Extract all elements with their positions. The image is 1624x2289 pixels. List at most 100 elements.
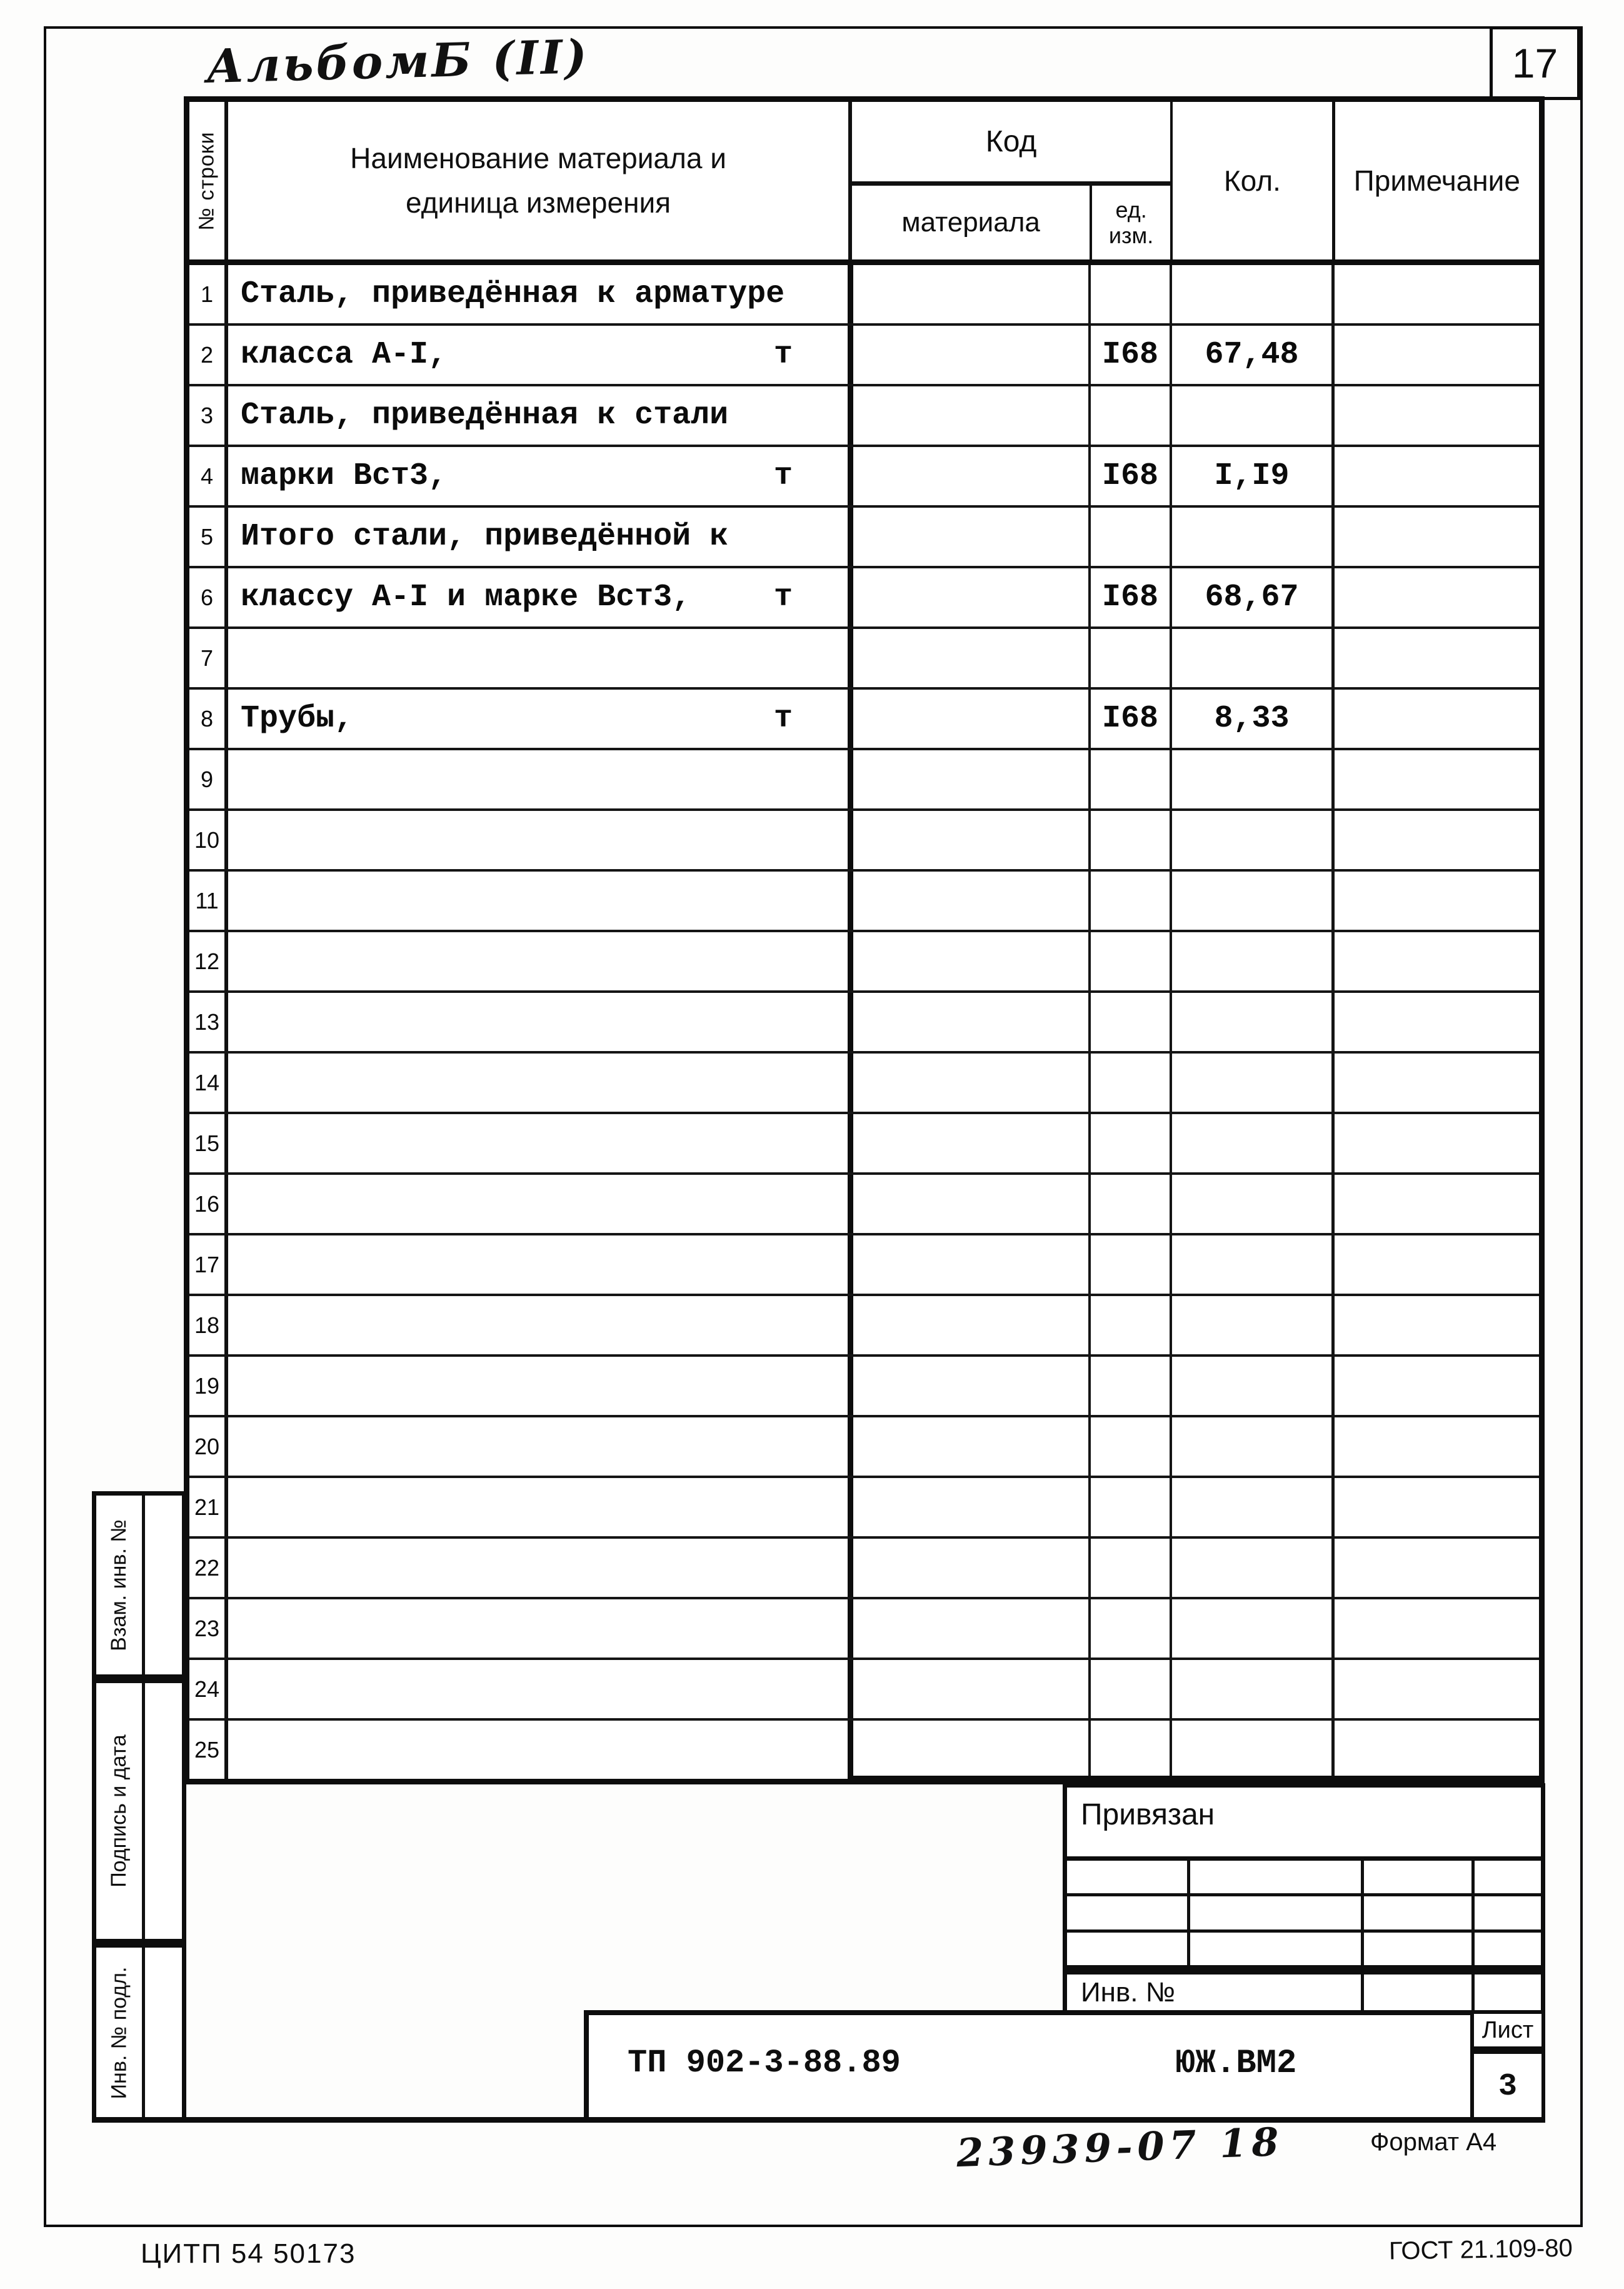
row-number-cell: 22 xyxy=(189,1539,228,1597)
table-row: 23 xyxy=(189,1599,1539,1660)
sidebar-label-inv-podl: Инв. № подл. xyxy=(107,1966,131,2100)
row-number-cell: 15 xyxy=(189,1114,228,1172)
linked-label: Привязан xyxy=(1081,1798,1215,1831)
material-code-cell xyxy=(853,265,1091,323)
table-row: 20 xyxy=(189,1417,1539,1478)
material-name-cell: марки Вст3, т xyxy=(228,447,853,505)
material-name-cell xyxy=(228,1417,853,1476)
quantity-cell xyxy=(1172,1175,1335,1233)
material-name-cell xyxy=(228,811,853,869)
unit-code-cell: I68 xyxy=(1091,690,1172,748)
row-number-cell: 14 xyxy=(189,1054,228,1112)
document-mark: ЮЖ.ВМ2 xyxy=(1175,2045,1297,2083)
note-cell xyxy=(1335,1296,1539,1354)
unit-code-cell xyxy=(1091,750,1172,808)
header-row-number: № строки xyxy=(189,102,228,259)
material-name-cell: класса А-I, т xyxy=(228,326,853,384)
material-name-label-line1: Наименование материала и xyxy=(350,141,726,174)
material-name-text: Трубы, xyxy=(241,701,354,737)
note-cell xyxy=(1335,1054,1539,1112)
material-code-cell xyxy=(853,326,1091,384)
material-name-cell xyxy=(228,872,853,930)
material-name-text: Сталь, приведённая к арматуре xyxy=(241,276,785,312)
material-name-cell xyxy=(228,1114,853,1172)
quantity-cell: 67,48 xyxy=(1172,326,1335,384)
table-body: 1 Сталь, приведённая к арматуре 2 класса… xyxy=(189,265,1539,1779)
sidebar-blank-cell xyxy=(145,1496,182,1674)
material-name-cell xyxy=(228,1539,853,1597)
note-cell xyxy=(1335,629,1539,687)
note-cell xyxy=(1335,568,1539,626)
sidebar-label-podpis-data: Подпись и дата xyxy=(107,1734,131,1888)
row-number-cell: 5 xyxy=(189,508,228,566)
title-grid-row xyxy=(1067,1932,1541,1970)
material-name-text: класса А-I, xyxy=(241,337,448,373)
note-cell xyxy=(1335,872,1539,930)
unit-code-cell xyxy=(1091,811,1172,869)
unit-code-cell xyxy=(1091,932,1172,990)
material-unit-text: т xyxy=(773,580,793,615)
material-code-cell xyxy=(853,1660,1091,1718)
row-number-cell: 23 xyxy=(189,1599,228,1658)
quantity-cell: 68,67 xyxy=(1172,568,1335,626)
sidebar-stamp-vzam-inv: Взам. инв. № xyxy=(92,1491,186,1679)
material-name-cell xyxy=(228,750,853,808)
row-number-label: № строки xyxy=(194,131,219,231)
row-number-cell: 17 xyxy=(189,1235,228,1294)
header-code-group: Код материала ед. изм. xyxy=(852,102,1173,259)
quantity-cell xyxy=(1172,1478,1335,1536)
material-name-cell xyxy=(228,1660,853,1718)
material-name-text: классу А-I и марке Вст3, xyxy=(241,580,691,615)
row-number-cell: 4 xyxy=(189,447,228,505)
table-thick-bottom-line xyxy=(853,1776,1545,1784)
unit-code-cell xyxy=(1091,629,1172,687)
table-row: 22 xyxy=(189,1539,1539,1599)
row-number-cell: 16 xyxy=(189,1175,228,1233)
table-row: 14 xyxy=(189,1054,1539,1114)
row-number-cell: 20 xyxy=(189,1417,228,1476)
table-row: 11 xyxy=(189,872,1539,932)
unit-code-cell xyxy=(1091,1296,1172,1354)
row-number-cell: 3 xyxy=(189,386,228,445)
table-row: 10 xyxy=(189,811,1539,872)
table-row: 12 xyxy=(189,932,1539,993)
unit-code-label-line1: ед. xyxy=(1115,196,1147,223)
document-code: ТП 902-3-88.89 xyxy=(628,2045,901,2081)
note-cell xyxy=(1335,811,1539,869)
material-code-cell xyxy=(853,811,1091,869)
note-cell xyxy=(1335,1175,1539,1233)
row-number-cell: 9 xyxy=(189,750,228,808)
material-code-cell xyxy=(853,872,1091,930)
materials-table: № строки Наименование материала и единиц… xyxy=(184,96,1545,1784)
header-note: Примечание xyxy=(1353,164,1520,197)
table-row: 9 xyxy=(189,750,1539,811)
unit-code-cell xyxy=(1091,1539,1172,1597)
note-cell xyxy=(1335,265,1539,323)
row-number-cell: 2 xyxy=(189,326,228,384)
material-code-cell xyxy=(853,932,1091,990)
unit-code-cell: I68 xyxy=(1091,568,1172,626)
material-code-cell xyxy=(853,1417,1091,1476)
sheet-label-box: Лист xyxy=(1470,2010,1545,2050)
note-cell xyxy=(1335,1417,1539,1476)
material-code-cell xyxy=(853,1296,1091,1354)
unit-code-cell xyxy=(1091,1235,1172,1294)
material-code-cell xyxy=(853,750,1091,808)
album-title: АльбомБ (II) xyxy=(205,29,590,94)
header-quantity: Кол. xyxy=(1173,102,1335,259)
material-name-text: Итого стали, приведённой к xyxy=(241,519,729,555)
row-number-cell: 24 xyxy=(189,1660,228,1718)
unit-code-cell xyxy=(1091,1478,1172,1536)
material-name-cell xyxy=(228,1054,853,1112)
material-name-text: Сталь, приведённая к стали xyxy=(241,398,729,433)
unit-code-cell: I68 xyxy=(1091,447,1172,505)
table-row: 16 xyxy=(189,1175,1539,1235)
note-cell xyxy=(1335,1478,1539,1536)
inventory-label: Инв. № xyxy=(1081,1976,1175,2008)
row-number-cell: 11 xyxy=(189,872,228,930)
unit-code-cell: I68 xyxy=(1091,326,1172,384)
material-code-cell xyxy=(853,1114,1091,1172)
row-number-cell: 12 xyxy=(189,932,228,990)
unit-code-cell xyxy=(1091,1054,1172,1112)
